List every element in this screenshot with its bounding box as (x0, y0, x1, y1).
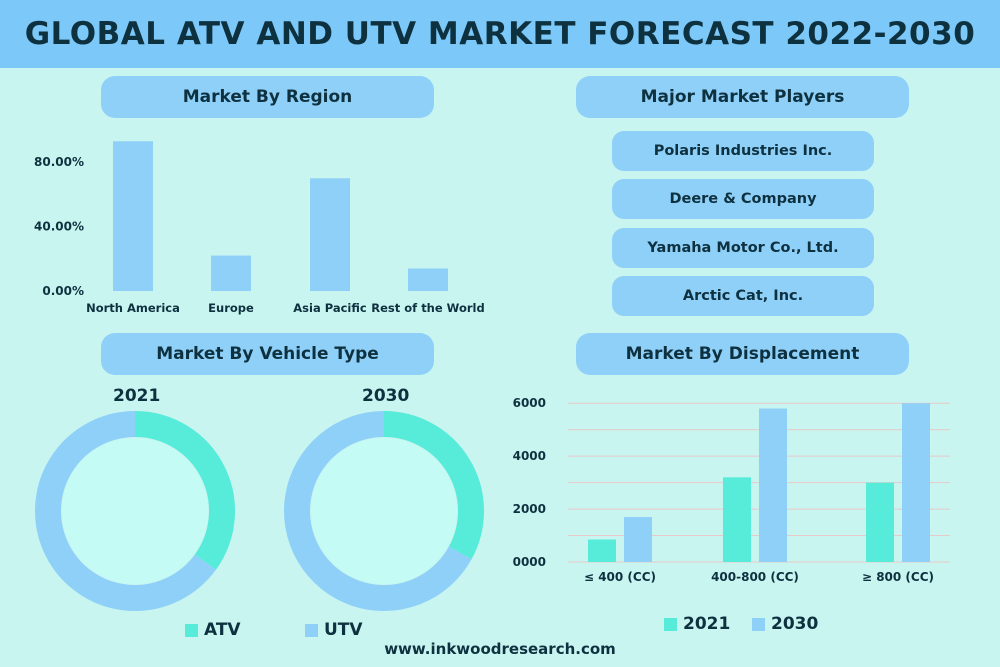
donut-slice-utv (284, 411, 472, 611)
player-deere: Deere & Company (612, 179, 874, 219)
y-tick-label: 2000 (513, 502, 546, 516)
x-tick-label: 400-800 (CC) (711, 570, 799, 584)
x-tick-label: Asia Pacific (293, 301, 367, 315)
region-header: Market By Region (101, 76, 434, 118)
x-tick-label: North America (86, 301, 180, 315)
disp-legend-2030: 2030 (752, 614, 818, 634)
player-polaris: Polaris Industries Inc. (612, 131, 874, 171)
x-tick-label: ≤ 400 (CC) (584, 570, 656, 584)
players-header: Major Market Players (576, 76, 909, 118)
vehicle-header: Market By Vehicle Type (101, 333, 434, 375)
bar-north-america (113, 141, 153, 291)
y-tick-label: 0000 (513, 555, 546, 569)
vehicle-legend-utv: UTV (305, 620, 363, 640)
bar-2021-group-1 (723, 477, 751, 562)
x-tick-label: ≥ 800 (CC) (862, 570, 934, 584)
donut-2021-label: 2021 (113, 386, 161, 406)
region-bar-chart: 0.00% 40.00% 80.00% North America Europe Asia… (34, 141, 485, 315)
donut-slice-utv (35, 411, 216, 611)
vehicle-legend-atv: ATV (185, 620, 241, 640)
donut-slice-atv (383, 411, 484, 560)
y-tick-label: 80.00% (34, 155, 84, 169)
player-yamaha: Yamaha Motor Co., Ltd. (612, 228, 874, 268)
bar-asia-pacific (310, 178, 350, 291)
footer-url: www.inkwoodresearch.com (384, 640, 616, 658)
legend-2030-swatch (752, 617, 765, 631)
bar-2021-group-2 (866, 482, 894, 562)
bar-2030-group-2 (902, 403, 930, 562)
player-arctic-cat: Arctic Cat, Inc. (612, 276, 874, 316)
x-tick-label: Rest of the World (371, 301, 484, 315)
donut-hole (311, 438, 457, 584)
utv-legend-label: UTV (324, 620, 363, 640)
page-title: GLOBAL ATV AND UTV MARKET FORECAST 2022-… (24, 16, 976, 52)
disp-legend-2021: 2021 (664, 614, 730, 634)
legend-2021-label: 2021 (683, 614, 731, 634)
atv-legend-label: ATV (204, 620, 241, 640)
legend-2021-swatch (664, 617, 677, 631)
bar-2021-group-0 (588, 539, 616, 562)
displacement-header: Market By Displacement (576, 333, 909, 375)
bar-rest-of-the-world (408, 268, 448, 291)
bar-2030-group-1 (759, 408, 787, 562)
y-tick-label: 40.00% (34, 220, 84, 234)
donut-chart-2030 (284, 411, 484, 611)
donut-chart-2021 (35, 411, 235, 611)
bar-europe (211, 255, 251, 291)
y-tick-label: 6000 (513, 396, 546, 410)
donut-hole (62, 438, 208, 584)
legend-2030-label: 2030 (771, 614, 819, 634)
title-bar: GLOBAL ATV AND UTV MARKET FORECAST 2022-… (0, 0, 1000, 68)
atv-swatch (185, 623, 198, 637)
displacement-bar-chart: 0000 2000 4000 6000 ≤ 400 (CC) 400-800 (CC) ≥ … (513, 396, 950, 584)
bar-2030-group-0 (624, 517, 652, 562)
utv-swatch (305, 623, 318, 637)
x-tick-label: Europe (208, 301, 254, 315)
donut-2030-label: 2030 (362, 386, 410, 406)
donut-slice-atv (134, 411, 235, 570)
y-tick-label: 0.00% (42, 284, 84, 298)
y-tick-label: 4000 (513, 449, 546, 463)
